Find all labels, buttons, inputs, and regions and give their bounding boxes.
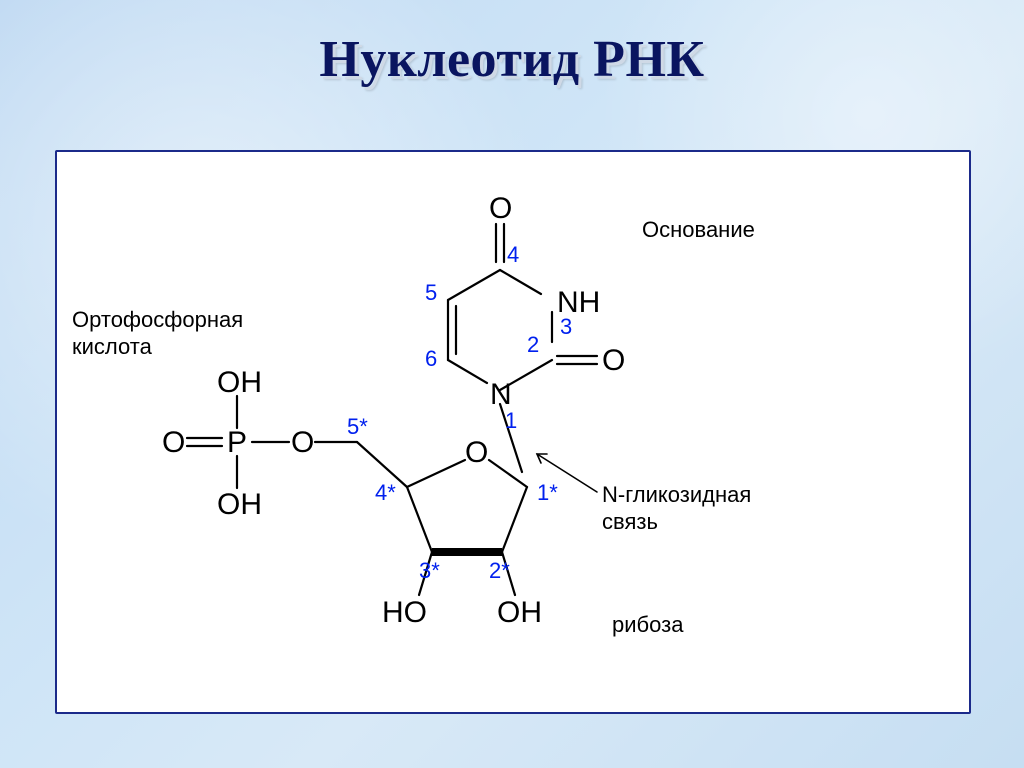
atom-O-bridge: O (291, 426, 314, 459)
atom-N1: N (490, 378, 512, 411)
structure-svg: O NH O N O HO OH P O OH OH O 1 2 3 4 5 6… (57, 152, 969, 712)
atom-O-Pd: O (162, 426, 185, 459)
num-5p: 5* (347, 414, 368, 439)
num-3p: 3* (419, 558, 440, 583)
num-1: 1 (505, 408, 517, 433)
num-2p: 2* (489, 558, 510, 583)
atom-O-c2: O (602, 344, 625, 377)
num-1p: 1* (537, 480, 558, 505)
page-title: Нуклеотид РНК (0, 30, 1024, 89)
num-3: 3 (560, 314, 572, 339)
num-4: 4 (507, 242, 519, 267)
atom-HO3: HO (382, 596, 427, 629)
num-5: 5 (425, 280, 437, 305)
atom-P: P (227, 426, 247, 459)
atom-OH2: OH (497, 596, 542, 629)
num-4p: 4* (375, 480, 396, 505)
diagram-panel: Основание Ортофосфорная кислота N-гликоз… (55, 150, 971, 714)
atom-O-c4: O (489, 192, 512, 225)
num-2: 2 (527, 332, 539, 357)
atom-OH-Pu: OH (217, 366, 262, 399)
num-6: 6 (425, 346, 437, 371)
atom-O-ring: O (465, 436, 488, 469)
atom-OH-Pd: OH (217, 488, 262, 521)
